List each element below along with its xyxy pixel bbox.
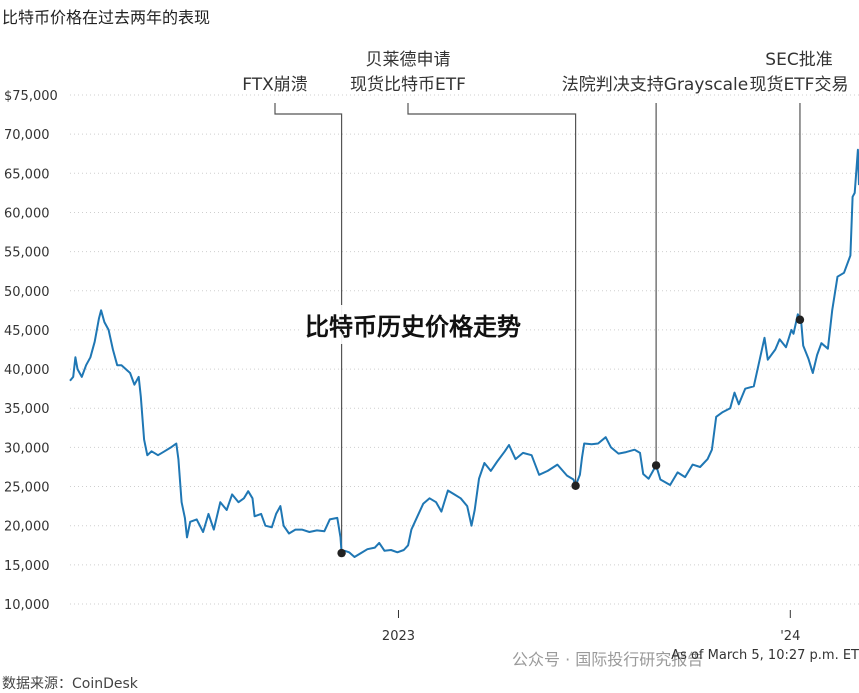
y-tick-label: 70,000	[4, 128, 50, 143]
source-note: 数据来源：CoinDesk	[2, 676, 138, 692]
event-marker	[651, 461, 661, 470]
annotation-leader-line	[407, 103, 577, 486]
overlay-title: 比特币历史价格走势	[301, 305, 525, 344]
x-tick-label: '24	[780, 629, 800, 644]
y-tick-label: 10,000	[4, 598, 50, 613]
x-axis: 2023 '24	[382, 610, 800, 644]
y-tick-label: 65,000	[4, 167, 50, 182]
y-tick-label: 15,000	[4, 559, 50, 574]
annotation-label: 贝莱德申请	[366, 50, 451, 70]
annotation-label: 法院判决支持Grayscale	[562, 75, 748, 95]
y-tick-label: 40,000	[4, 363, 50, 378]
y-tick-label: 25,000	[4, 481, 50, 496]
y-tick-label: 20,000	[4, 520, 50, 535]
watermark-text: 公众号 · 国际投行研究报告	[512, 650, 704, 669]
y-tick-label: 50,000	[4, 285, 50, 300]
chart-title: 比特币价格在过去两年的表现	[2, 8, 211, 27]
annotation-label: FTX崩溃	[242, 75, 308, 95]
event-marker	[337, 548, 346, 558]
y-tick-label: $75,000	[4, 89, 58, 104]
event-marker	[795, 315, 805, 324]
event-marker	[571, 481, 580, 490]
annotation-label: SEC批准	[765, 50, 832, 70]
x-tick-label: 2023	[382, 629, 415, 644]
y-tick-label: 45,000	[4, 324, 50, 339]
as-of-note: As of March 5, 10:27 p.m. ET	[671, 648, 859, 663]
series-layer	[69, 148, 859, 558]
y-tick-label: 35,000	[4, 402, 50, 417]
y-tick-label: 60,000	[4, 206, 50, 221]
y-tick-label: 55,000	[4, 246, 50, 261]
annotation-label: 现货比特币ETF	[350, 75, 466, 95]
y-tick-label: 30,000	[4, 441, 50, 456]
y-axis-labels: 10,000 15,000 20,000 25,000 30,000 35,000 40,0…	[4, 89, 58, 613]
price-series-line	[69, 148, 859, 558]
annotation-label: 现货ETF交易	[750, 75, 849, 95]
event-markers	[337, 315, 805, 558]
